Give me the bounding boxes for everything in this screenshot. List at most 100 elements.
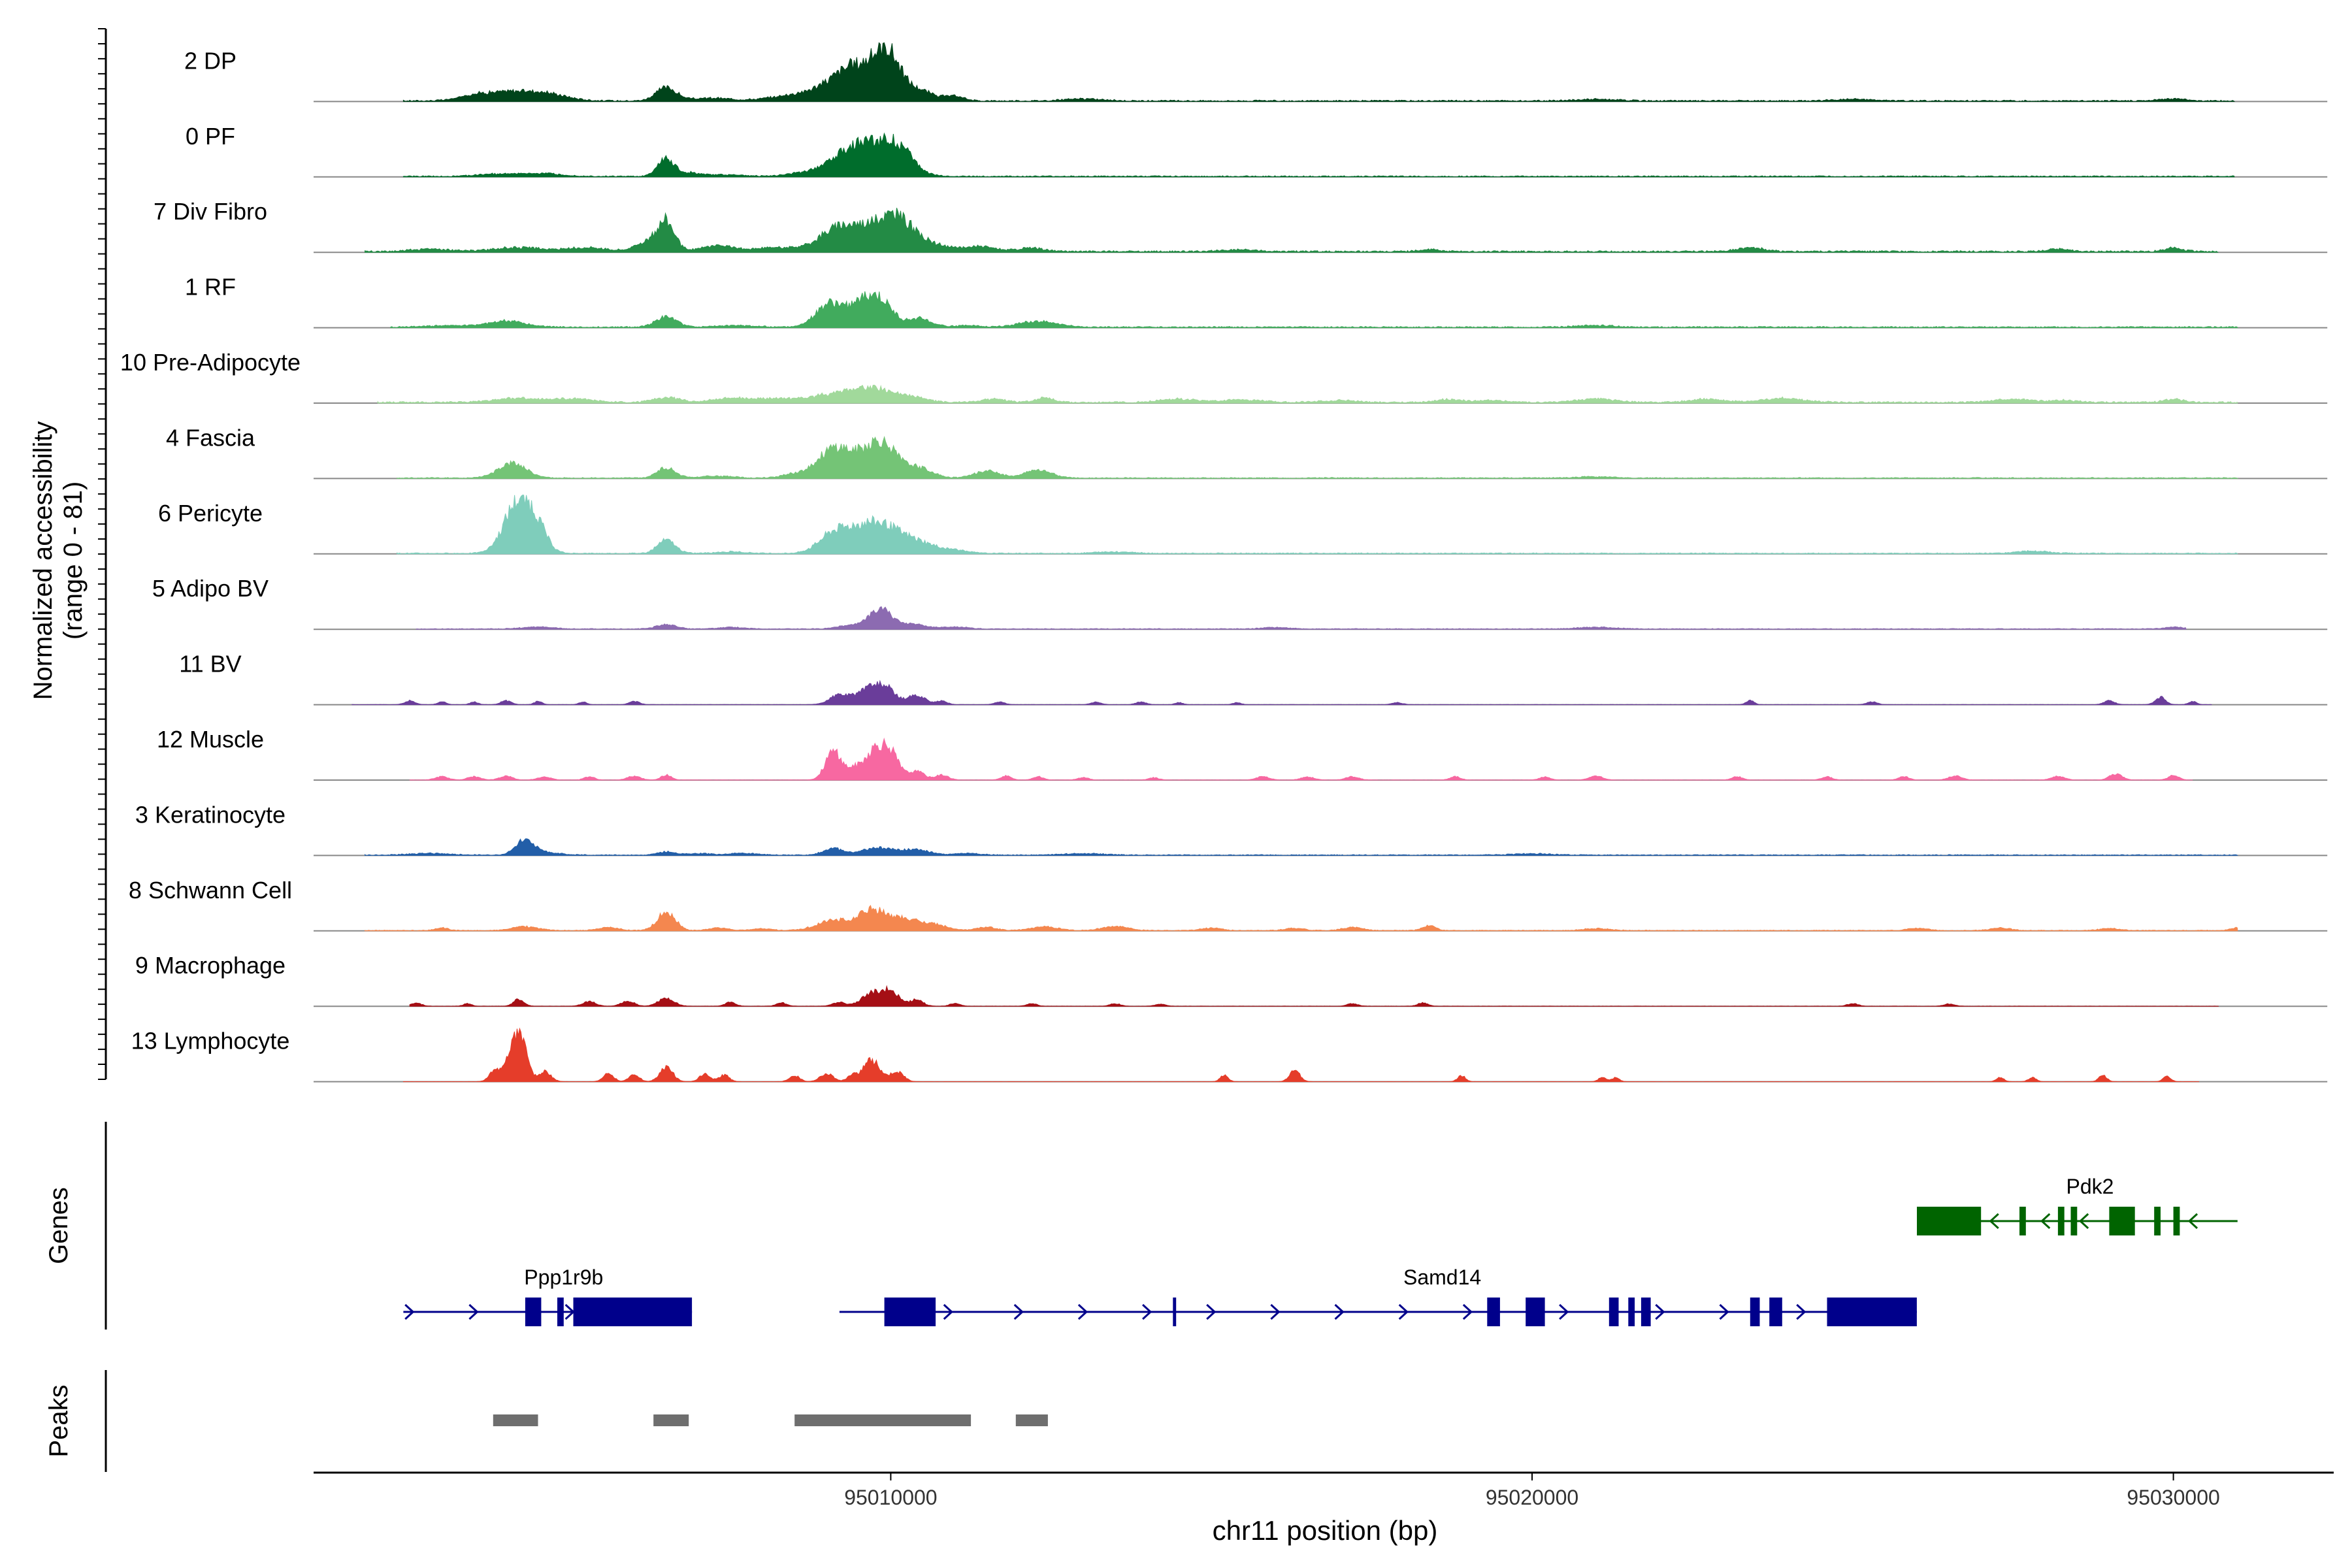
track-5-adipo-bv: 5 Adipo BV xyxy=(152,575,2328,630)
track-label: 1 RF xyxy=(185,274,236,301)
track-1-rf: 1 RF xyxy=(185,274,2328,329)
y-axis-label-line1: Normalized accessibility xyxy=(29,421,57,700)
track-y-axis xyxy=(98,28,107,1080)
track-13-lymphocyte: 13 Lymphocyte xyxy=(131,1027,2328,1083)
track-label: 7 Div Fibro xyxy=(154,198,267,225)
track-label: 0 PF xyxy=(186,123,235,150)
track-y-ticks xyxy=(98,28,106,1080)
track-signal xyxy=(377,384,2238,404)
gene-exon xyxy=(525,1298,542,1326)
track-signal xyxy=(402,42,2236,103)
gene-strand-arrow xyxy=(1719,1303,1729,1320)
gene-exon xyxy=(1769,1298,1782,1326)
track-signal xyxy=(402,1027,2199,1083)
track-label: 9 Macrophage xyxy=(135,952,286,979)
gene-strand-arrow xyxy=(2078,1213,2089,1230)
gene-ppp1r9b: Ppp1r9b xyxy=(403,1266,693,1326)
track-signal xyxy=(351,679,2212,706)
track-signal xyxy=(397,495,2239,555)
track-8-schwann-cell: 8 Schwann Cell xyxy=(129,877,2328,932)
gene-exon xyxy=(1750,1298,1760,1326)
gene-exon xyxy=(1609,1298,1619,1326)
track-label: 10 Pre-Adipocyte xyxy=(120,349,301,376)
gene-exon xyxy=(2173,1207,2180,1235)
gene-exon xyxy=(2057,1207,2065,1235)
gene-strand-arrow xyxy=(564,1303,575,1320)
track-signal xyxy=(397,436,2239,480)
track-label: 2 DP xyxy=(184,47,237,74)
gene-strand-arrow xyxy=(1559,1303,1569,1320)
gene-exon xyxy=(1526,1298,1545,1326)
track-label: 3 Keratinocyte xyxy=(135,801,286,828)
gene-samd14: Samd14 xyxy=(839,1266,1917,1326)
track-signal xyxy=(365,904,2238,932)
track-signal xyxy=(365,208,2219,253)
track-signal xyxy=(390,291,2238,329)
gene-strand-arrow xyxy=(1398,1303,1409,1320)
gene-label: Pdk2 xyxy=(2066,1175,2114,1198)
track-signal xyxy=(416,606,2187,630)
gene-strand-arrow xyxy=(1462,1303,1473,1320)
track-signal xyxy=(402,132,2235,178)
gene-exon xyxy=(1917,1207,1982,1235)
gene-exon xyxy=(573,1298,693,1326)
gene-exon xyxy=(1827,1298,1917,1326)
track-label: 11 BV xyxy=(179,651,241,678)
gene-models: Ppp1r9b Samd14 Pdk2 xyxy=(403,1175,2238,1326)
x-tick-label: 95020000 xyxy=(1486,1486,1578,1509)
gene-label: Samd14 xyxy=(1403,1266,1481,1289)
gene-exon xyxy=(2154,1207,2161,1235)
accessibility-tracks: 2 DP 0 PF 7 Div Fibro 1 RF 10 Pre-Adipocyte 4… xyxy=(120,42,2328,1083)
gene-strand-arrow xyxy=(1206,1303,1217,1320)
track-label: 5 Adipo BV xyxy=(152,575,269,602)
gene-exon xyxy=(1173,1298,1177,1326)
gene-exon xyxy=(1628,1298,1635,1326)
track-0-pf: 0 PF xyxy=(186,123,2328,178)
gene-strand-arrow xyxy=(1989,1213,1999,1230)
gene-exon xyxy=(2109,1207,2135,1235)
gene-strand-arrow xyxy=(2040,1213,2051,1230)
track-9-macrophage: 9 Macrophage xyxy=(135,952,2328,1007)
track-7-div-fibro: 7 Div Fibro xyxy=(154,198,2328,253)
gene-strand-arrow xyxy=(1270,1303,1281,1320)
track-label: 8 Schwann Cell xyxy=(129,877,292,904)
gene-exon xyxy=(557,1298,564,1326)
track-12-muscle: 12 Muscle xyxy=(157,726,2328,781)
track-label: 13 Lymphocyte xyxy=(131,1028,290,1054)
peak-bar xyxy=(493,1414,538,1426)
track-6-pericyte: 6 Pericyte xyxy=(158,495,2328,555)
gene-strand-arrow xyxy=(1142,1303,1152,1320)
x-tick-label: 95010000 xyxy=(844,1486,937,1509)
track-signal xyxy=(409,985,2219,1007)
gene-exon xyxy=(2019,1207,2026,1235)
gene-pdk2: Pdk2 xyxy=(1917,1175,2238,1235)
track-signal xyxy=(365,838,2238,856)
track-11-bv: 11 BV xyxy=(179,651,2328,706)
peaks-panel-label: Peaks xyxy=(44,1384,73,1457)
gene-strand-arrow xyxy=(1013,1303,1024,1320)
gene-strand-arrow xyxy=(1077,1303,1088,1320)
peak-bar xyxy=(653,1414,689,1426)
y-axis-label-line2: (range 0 - 81) xyxy=(59,482,88,640)
gene-strand-arrow xyxy=(2187,1213,2198,1230)
gene-label: Ppp1r9b xyxy=(524,1266,603,1289)
gene-strand-arrow xyxy=(468,1303,479,1320)
track-2-dp: 2 DP xyxy=(184,42,2328,103)
track-3-keratinocyte: 3 Keratinocyte xyxy=(135,801,2328,857)
peak-bar xyxy=(1015,1414,1048,1426)
gene-strand-arrow xyxy=(943,1303,953,1320)
gene-strand-arrow xyxy=(1796,1303,1806,1320)
track-4-fascia: 4 Fascia xyxy=(166,424,2328,480)
gene-exon xyxy=(1487,1298,1500,1326)
gene-exon xyxy=(884,1298,936,1326)
x-axis-ticks: 95010000 95020000 95030000 xyxy=(844,1473,2220,1509)
gene-exon xyxy=(1641,1298,1651,1326)
gene-strand-arrow xyxy=(404,1303,415,1320)
x-tick-label: 95030000 xyxy=(2127,1486,2219,1509)
gene-strand-arrow xyxy=(1334,1303,1345,1320)
x-axis-label: chr11 position (bp) xyxy=(1213,1515,1438,1546)
peak-bar xyxy=(794,1414,972,1426)
gene-strand-arrow xyxy=(1655,1303,1665,1320)
genes-panel-label: Genes xyxy=(44,1187,73,1264)
